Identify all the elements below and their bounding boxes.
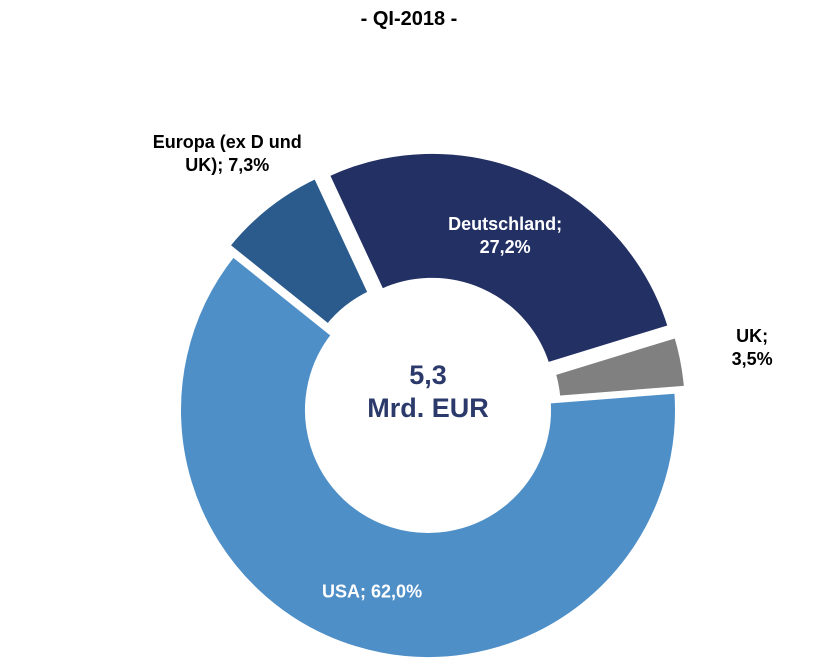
chart-title: - QI-2018 -: [360, 8, 458, 30]
donut-slice: [222, 171, 376, 332]
slice-label: UK; 3,5%: [731, 326, 773, 370]
slice-label: USA; 62,0%: [322, 581, 423, 602]
donut-slice: [322, 147, 675, 370]
donut-slice: [175, 249, 681, 663]
slice-label: Europa (ex D und UK); 7,3%: [152, 132, 302, 176]
slice-label: Deutschland; 27,2%: [448, 214, 563, 258]
center-label: 5,3 Mrd. EUR: [367, 360, 489, 423]
